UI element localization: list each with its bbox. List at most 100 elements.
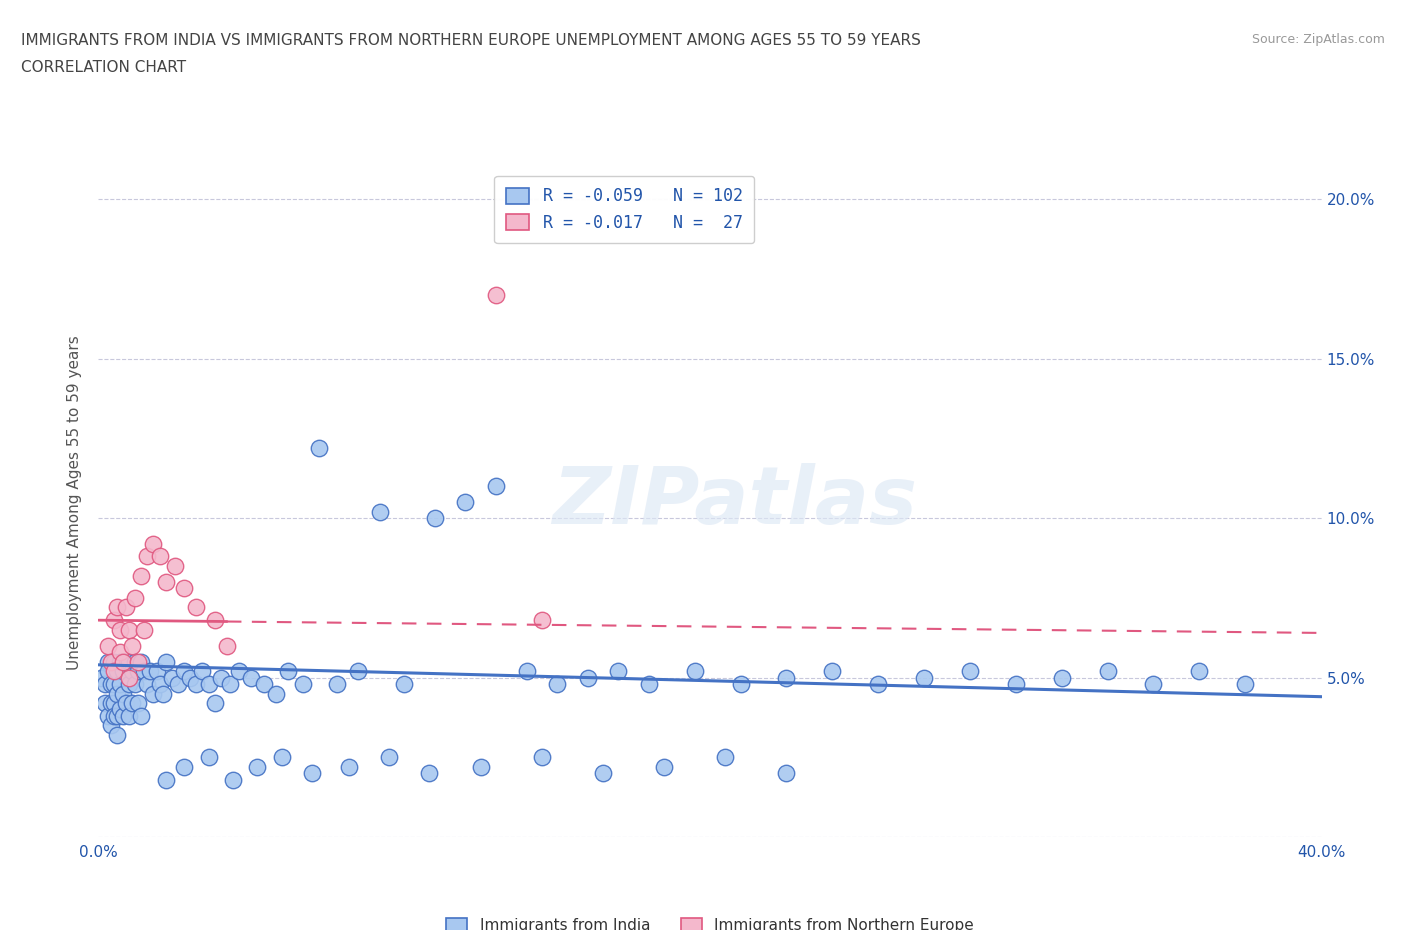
Point: [124, 591, 146, 605]
Point: [103, 696, 125, 711]
Point: [204, 613, 226, 628]
Point: [607, 664, 630, 679]
Point: [576, 671, 599, 685]
Text: IMMIGRANTS FROM INDIA VS IMMIGRANTS FROM NORTHERN EUROPE UNEMPLOYMENT AMONG AGES: IMMIGRANTS FROM INDIA VS IMMIGRANTS FROM…: [21, 33, 921, 47]
Point: [470, 760, 492, 775]
Point: [219, 676, 242, 691]
Point: [121, 664, 143, 679]
Point: [173, 760, 195, 775]
Point: [136, 676, 159, 691]
Point: [204, 696, 226, 711]
Point: [516, 664, 538, 679]
Point: [105, 709, 128, 724]
Text: ZIPatlas: ZIPatlas: [553, 463, 917, 541]
Point: [292, 676, 315, 691]
Point: [530, 750, 553, 764]
Point: [821, 664, 844, 679]
Point: [228, 664, 250, 679]
Y-axis label: Unemployment Among Ages 55 to 59 years: Unemployment Among Ages 55 to 59 years: [67, 335, 83, 670]
Point: [118, 622, 141, 637]
Text: CORRELATION CHART: CORRELATION CHART: [21, 60, 186, 75]
Point: [222, 772, 245, 787]
Point: [108, 644, 131, 659]
Point: [115, 600, 138, 615]
Point: [118, 654, 141, 669]
Point: [186, 600, 208, 615]
Point: [100, 718, 122, 733]
Point: [1234, 676, 1257, 691]
Point: [134, 622, 156, 637]
Point: [105, 664, 128, 679]
Point: [121, 638, 143, 653]
Point: [1097, 664, 1119, 679]
Point: [959, 664, 981, 679]
Point: [108, 622, 131, 637]
Point: [240, 671, 263, 685]
Point: [103, 676, 125, 691]
Point: [93, 696, 115, 711]
Point: [186, 676, 208, 691]
Point: [142, 686, 165, 701]
Point: [301, 765, 323, 780]
Point: [167, 676, 190, 691]
Point: [423, 511, 446, 525]
Point: [775, 671, 797, 685]
Point: [105, 600, 128, 615]
Point: [118, 676, 141, 691]
Legend: Immigrants from India, Immigrants from Northern Europe: Immigrants from India, Immigrants from N…: [440, 911, 980, 930]
Point: [155, 654, 177, 669]
Point: [100, 676, 122, 691]
Point: [868, 676, 890, 691]
Point: [103, 709, 125, 724]
Point: [347, 664, 370, 679]
Point: [111, 709, 134, 724]
Point: [270, 750, 292, 764]
Point: [105, 686, 128, 701]
Point: [683, 664, 706, 679]
Point: [97, 709, 120, 724]
Point: [155, 575, 177, 590]
Point: [368, 504, 391, 519]
Point: [111, 654, 134, 669]
Point: [129, 709, 152, 724]
Point: [173, 581, 195, 596]
Point: [118, 709, 141, 724]
Point: [124, 676, 146, 691]
Point: [912, 671, 935, 685]
Point: [209, 671, 232, 685]
Point: [308, 441, 330, 456]
Point: [155, 772, 177, 787]
Point: [775, 765, 797, 780]
Point: [103, 654, 125, 669]
Point: [149, 676, 172, 691]
Point: [124, 654, 146, 669]
Point: [215, 638, 238, 653]
Point: [134, 664, 156, 679]
Point: [264, 686, 287, 701]
Point: [97, 638, 120, 653]
Point: [127, 654, 149, 669]
Point: [149, 549, 172, 564]
Point: [637, 676, 661, 691]
Point: [454, 495, 477, 510]
Point: [129, 654, 152, 669]
Point: [97, 664, 120, 679]
Point: [592, 765, 614, 780]
Point: [100, 654, 122, 669]
Point: [100, 696, 122, 711]
Point: [197, 750, 219, 764]
Point: [127, 696, 149, 711]
Point: [546, 676, 568, 691]
Point: [163, 559, 186, 574]
Point: [108, 702, 131, 717]
Point: [105, 727, 128, 742]
Point: [191, 664, 214, 679]
Point: [1004, 676, 1026, 691]
Point: [93, 676, 115, 691]
Point: [1050, 671, 1073, 685]
Point: [160, 671, 183, 685]
Point: [115, 696, 138, 711]
Point: [139, 664, 162, 679]
Point: [418, 765, 440, 780]
Point: [108, 676, 131, 691]
